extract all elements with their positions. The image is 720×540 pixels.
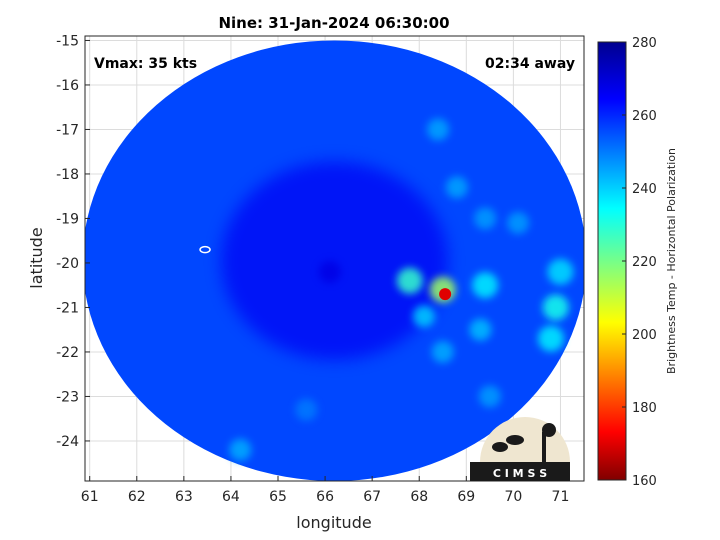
x-tick-label: 70 xyxy=(504,489,522,505)
x-axis: 61 62 63 64 65 66 67 68 69 70 71 xyxy=(81,476,570,505)
x-tick-label: 64 xyxy=(222,489,240,505)
logo-text: C I M S S xyxy=(493,467,547,480)
colorbar-tick-label: 180 xyxy=(632,401,657,416)
time-offset-annotation: 02:34 away xyxy=(485,56,575,72)
x-tick-label: 68 xyxy=(410,489,428,505)
swath-cold-ring xyxy=(221,161,448,360)
plot-frame xyxy=(84,35,585,482)
convective-features xyxy=(229,118,574,461)
logo-dish xyxy=(506,435,524,445)
x-tick-label: 65 xyxy=(269,489,287,505)
y-tick-label: -21 xyxy=(56,300,79,316)
colorbar-tick-label: 160 xyxy=(632,474,657,489)
y-tick-label: -15 xyxy=(56,33,79,49)
feature-point xyxy=(538,325,565,352)
y-tick-label: -24 xyxy=(56,434,79,450)
x-tick-label: 69 xyxy=(457,489,475,505)
feature-point xyxy=(542,294,569,321)
vmax-annotation: Vmax: 35 kts xyxy=(94,56,197,72)
feature-point xyxy=(295,398,318,421)
contour-marker xyxy=(199,245,211,254)
logo-dish xyxy=(492,442,508,452)
y-tick-label: -16 xyxy=(56,78,79,94)
y-tick-label: -18 xyxy=(56,167,79,183)
chart-title: Nine: 31-Jan-2024 06:30:00 xyxy=(218,14,449,32)
feature-point xyxy=(474,207,497,230)
y-tick-label: -23 xyxy=(56,389,79,405)
y-tick-label: -22 xyxy=(56,345,79,361)
x-tick-label: 67 xyxy=(363,489,381,505)
colorbar-tick-label: 260 xyxy=(632,109,657,124)
feature-point xyxy=(445,176,468,199)
feature-point xyxy=(507,211,530,234)
colorbar-tick-label: 220 xyxy=(632,255,657,270)
feature-point xyxy=(396,267,423,294)
colorbar-label: Brightness Temp - Horizontal Polarizatio… xyxy=(665,148,678,374)
x-axis-label: longitude xyxy=(296,513,371,532)
y-tick-label: -17 xyxy=(56,122,79,138)
colorbar-tick-label: 200 xyxy=(632,328,657,343)
logo-ground xyxy=(470,462,570,481)
feature-point xyxy=(439,288,452,301)
feature-point xyxy=(431,340,454,363)
colorbar xyxy=(597,41,627,481)
feature-point xyxy=(427,118,450,141)
x-tick-label: 61 xyxy=(81,489,99,505)
cimss-logo: C I M S S xyxy=(470,417,570,481)
feature-point xyxy=(229,438,252,461)
feature-point xyxy=(469,318,492,341)
swath-layer xyxy=(85,40,584,481)
feature-point xyxy=(472,272,499,299)
feature-point xyxy=(412,305,435,328)
feature-point xyxy=(318,260,341,283)
x-tick-label: 71 xyxy=(552,489,570,505)
feature-point xyxy=(547,258,574,285)
colorbar-tick-label: 240 xyxy=(632,182,657,197)
y-axis: -15 -16 -17 -18 -19 -20 -21 -22 -23 -24 xyxy=(56,33,90,450)
x-tick-label: 63 xyxy=(175,489,193,505)
y-axis-label: latitude xyxy=(27,227,46,288)
x-tick-label: 66 xyxy=(316,489,334,505)
y-tick-label: -20 xyxy=(56,256,79,272)
y-tick-label: -19 xyxy=(56,211,79,227)
logo-tank xyxy=(542,423,556,437)
colorbar-tick-label: 280 xyxy=(632,36,657,51)
logo-tower xyxy=(542,432,546,462)
feature-point xyxy=(478,385,501,408)
colorbar-ticks: 160 180 200 220 240 260 280 xyxy=(622,36,657,489)
x-tick-label: 62 xyxy=(128,489,146,505)
